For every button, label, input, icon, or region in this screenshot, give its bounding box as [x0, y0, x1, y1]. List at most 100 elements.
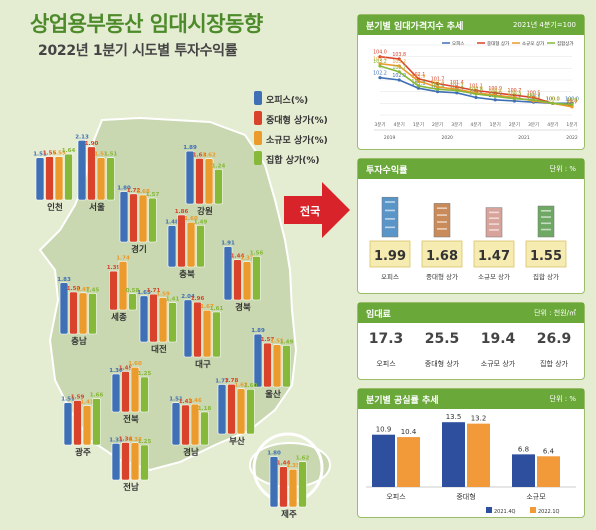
region-name: 인천 [47, 202, 63, 213]
year-label: 2021 [518, 135, 530, 141]
region-name: 전남 [123, 482, 139, 493]
region-bar [223, 246, 233, 301]
rent-label-aggregate: 집합 상가 [540, 360, 568, 368]
region-bar-label: 1.64 [62, 148, 76, 154]
x-tick-label: 4분기 [394, 121, 405, 128]
investment-return-chart: 1.99 오피스 1.68 중대형 상가 1.47 소규모 상가 1.55 집합 상가 [369, 196, 567, 281]
series-point-label: 100.8 [469, 87, 483, 93]
vacancy-category: 오피스 [386, 492, 406, 501]
panel-header: 투자수익률 단위 : % [358, 159, 584, 179]
series-point-label: 100.5 [508, 91, 522, 97]
x-tick-label: 4분기 [470, 121, 481, 128]
region-bar [69, 291, 78, 335]
return-value: 1.47 [478, 249, 510, 264]
region-bar [111, 373, 121, 413]
region-bar [148, 197, 157, 243]
region-bar [185, 150, 195, 205]
region-bar [279, 466, 288, 508]
legend-label: 중대형 상가(%) [266, 116, 328, 126]
region-bar [111, 443, 121, 481]
region-bar [181, 404, 190, 446]
region-name: 전북 [123, 414, 139, 425]
legend-item-office: 오피스(%) [254, 90, 354, 110]
value-box [525, 240, 567, 268]
panel-rent: 임대료 단위 : 천원/㎡ 17.3 25.5 19.4 26.9 오피스 중대… [357, 302, 585, 380]
return-value: 1.68 [426, 249, 458, 264]
arrow-icon [284, 182, 350, 238]
vacancy-bar-label: 13.5 [446, 413, 462, 421]
region-bar-label: 1.51 [270, 339, 284, 345]
region-bar [130, 442, 140, 481]
region-bar [78, 292, 88, 335]
region-bar-label: 1.51 [104, 152, 118, 158]
region-bar [252, 256, 261, 301]
building-window [437, 221, 447, 223]
x-tick-label: 1분기 [490, 121, 501, 128]
series-point [512, 93, 516, 97]
region-bar-label: 1.43 [179, 399, 193, 405]
region-bar [59, 282, 69, 335]
vacancy-category: 중대형 [456, 493, 475, 501]
series-point [397, 70, 401, 74]
series-point-label: 101.9 [412, 74, 426, 80]
region-name: 부산 [229, 436, 245, 447]
series-point [512, 97, 516, 101]
region-bar-label: 1.55 [52, 151, 66, 157]
building-window [489, 229, 499, 231]
region-bar-label: 1.51 [61, 397, 75, 403]
region-bar-label: 1.83 [57, 277, 71, 283]
vacancy-bar [512, 454, 535, 487]
building-window [385, 209, 395, 212]
region-bar [96, 157, 106, 201]
building-window [489, 223, 499, 225]
series-point-label: 101.7 [431, 77, 445, 83]
series-point-label: 99.9 [567, 98, 578, 104]
vacancy-bar-chart: 10.9 10.4 오피스 13.5 13.2 중대형 6.8 6.4 소규모 2021.4Q 20… [366, 413, 576, 515]
series-point-label: 100.0 [546, 96, 560, 102]
series-point-label: 103.4 [373, 57, 387, 63]
x-tick-label: 3분기 [528, 121, 539, 128]
series-point-label: 101.1 [450, 84, 464, 90]
region-bar-label: 1.18 [198, 406, 212, 412]
region-bar [140, 444, 149, 481]
value-box [473, 240, 515, 268]
vacancy-bar [467, 423, 490, 487]
region-bar [130, 366, 140, 413]
series-point [378, 64, 382, 68]
building-window [385, 218, 395, 220]
series-point-label: 103.8 [392, 52, 406, 58]
region-bar-label: 1.55 [43, 151, 57, 157]
series-point-label: 100.2 [527, 94, 541, 100]
region-bar [63, 402, 73, 446]
region-bar [128, 293, 137, 311]
region-group: 1.651.711.591.41 대전 [137, 288, 179, 355]
region-bar [129, 193, 138, 243]
region-bar [87, 146, 96, 201]
vacancy-bar [397, 437, 420, 487]
region-name: 경북 [235, 302, 251, 313]
region-bar [269, 456, 279, 508]
building-window [541, 216, 551, 218]
region-bar [45, 156, 54, 201]
series-point [378, 62, 382, 66]
region-bar-label: 1.31 [109, 437, 123, 443]
series-point-label: 102.1 [412, 72, 426, 78]
region-bar-label: 1.91 [221, 241, 235, 247]
series-point-label: 104.0 [373, 50, 387, 56]
series-point-label: 101.2 [431, 82, 445, 88]
legend-item-small: 소규모 상가(%) [254, 130, 354, 150]
region-bar [77, 140, 87, 201]
panel-title: 임대료 [366, 310, 391, 320]
return-label: 집합 상가 [533, 272, 559, 281]
series-point [512, 99, 516, 103]
return-label: 중대형 상가 [426, 272, 458, 281]
return-label: 소규모 상가 [478, 272, 510, 281]
legend-swatch [254, 111, 262, 125]
region-bar-label: 1.51 [94, 152, 108, 158]
region-bar [200, 411, 209, 446]
x-tick-label: 3분기 [451, 121, 462, 128]
rent-label-midlarge: 중대형 상가 [424, 360, 460, 368]
region-bar-label: 1.47 [76, 287, 90, 293]
